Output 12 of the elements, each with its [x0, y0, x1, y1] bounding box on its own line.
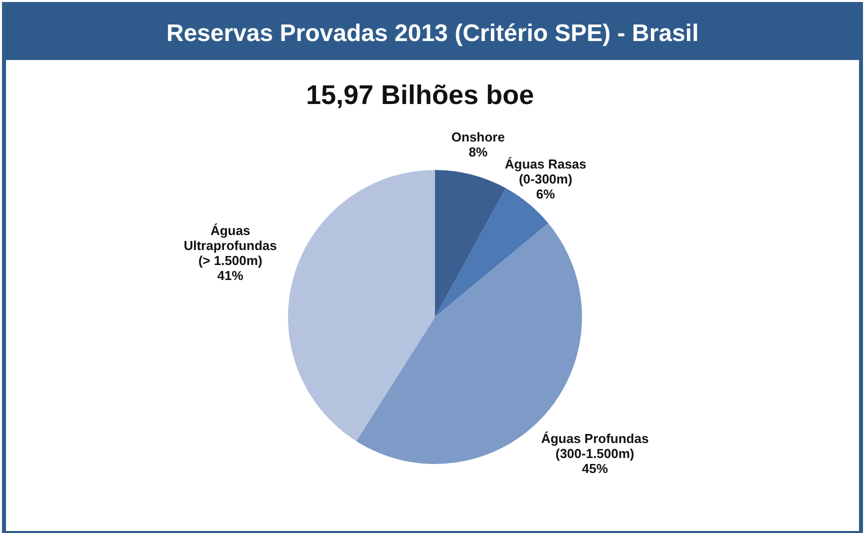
chart-title: Reservas Provadas 2013 (Critério SPE) - Brasil — [166, 20, 699, 47]
data-label: 45% — [582, 460, 608, 476]
slice-label: Águas Rasas (0-300m) — [504, 156, 586, 186]
data-label: 8% — [468, 144, 488, 160]
data-label: 6% — [536, 186, 556, 202]
pie-slice — [435, 170, 506, 317]
slice-label: Onshore — [451, 129, 505, 144]
pie-slice — [288, 170, 435, 442]
data-label: 41% — [217, 268, 244, 284]
slice-label: Águas Profundas (300-1.500m) — [541, 430, 649, 461]
chart-subtitle: 15,97 Bilhões boe — [306, 80, 534, 110]
slice-label: Águas Ultraprofundas (> 1.500m) — [184, 223, 277, 268]
